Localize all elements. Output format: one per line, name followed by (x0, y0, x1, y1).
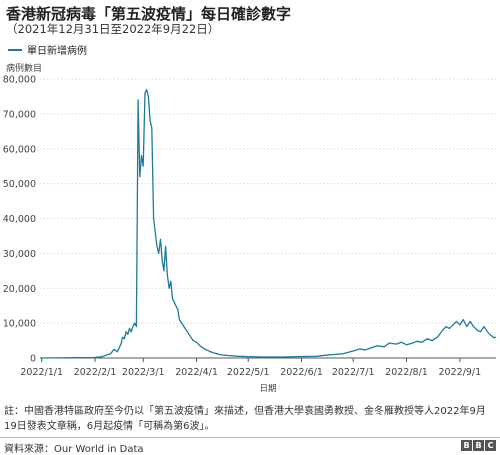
y-axis-label: 病例數目 (6, 64, 43, 74)
y-tick-label: 40,000 (3, 214, 36, 225)
legend: 單日新增病例 (8, 42, 87, 57)
x-axis-label: 日期 (259, 384, 276, 394)
divider (0, 437, 500, 438)
y-tick-label: 80,000 (3, 75, 36, 86)
y-tick-label: 60,000 (3, 144, 36, 155)
chart-subtitle: （2021年12月31日至2022年9月22日） (6, 22, 220, 36)
logo-letter: B (473, 440, 484, 451)
logo-letter: C (485, 440, 496, 451)
logo-letter: B (461, 440, 472, 451)
bbc-logo: B B C (461, 440, 496, 451)
x-tick-label: 2022/7/1 (332, 367, 375, 378)
x-tick-label: 2022/9/1 (439, 367, 482, 378)
y-tick-label: 0 (30, 354, 36, 365)
series-line (39, 88, 497, 359)
chart-title: 香港新冠病毒「第五波疫情」每日確診數字 (6, 5, 292, 23)
x-tick-label: 2022/1/1 (20, 367, 63, 378)
x-tick-label: 2022/3/1 (122, 367, 165, 378)
x-tick-label: 2022/4/1 (175, 367, 218, 378)
legend-swatch (8, 48, 22, 51)
x-tick-label: 2022/2/1 (74, 367, 117, 378)
y-tick-label: 10,000 (3, 319, 36, 330)
y-tick-label: 70,000 (3, 109, 36, 120)
x-tick-label: 2022/5/1 (227, 367, 270, 378)
line-chart: 0 10,000 20,000 30,000 40,000 50,000 60,000 70,… (3, 75, 497, 394)
x-tick-label: 2022/8/1 (385, 367, 428, 378)
footnote: 註：中國香港特區政府至今仍以「第五波疫情」來描述，但香港大學袁國勇教授、金冬雁教… (4, 406, 486, 432)
y-tick-label: 30,000 (3, 249, 36, 260)
legend-label: 單日新增病例 (27, 46, 87, 57)
source-text: 資料來源：Our World in Data (4, 444, 144, 455)
y-tick-label: 20,000 (3, 284, 36, 295)
x-tick-label: 2022/6/1 (280, 367, 323, 378)
y-tick-label: 50,000 (3, 179, 36, 190)
